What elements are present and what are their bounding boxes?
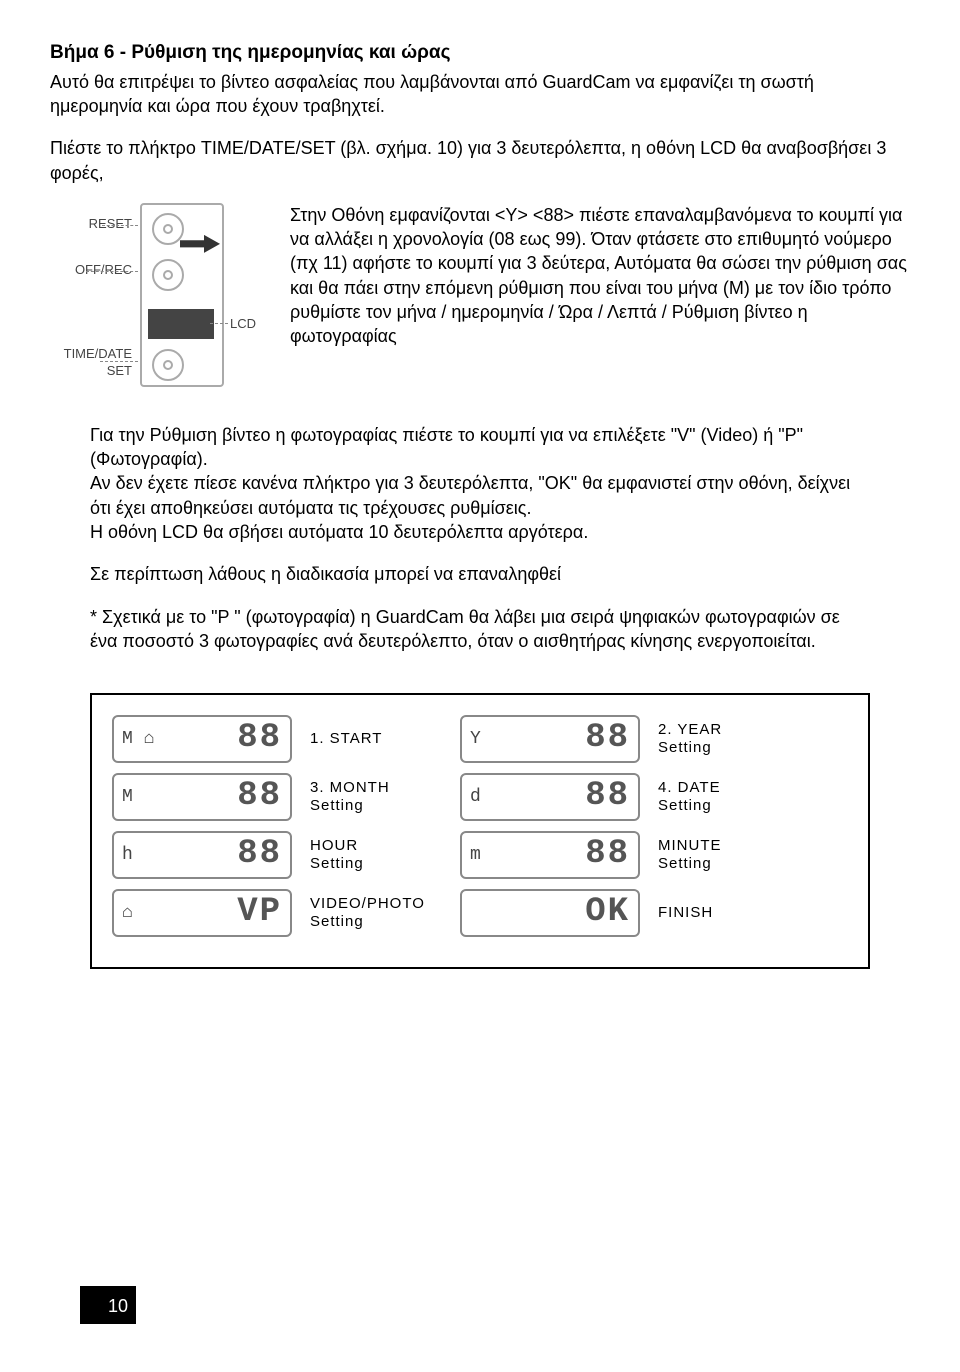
lcd-segment-value: VP [237,890,282,936]
intro-text: Αυτό θα επιτρέψει το βίντεο ασφαλείας πο… [50,70,910,119]
lcd-cell: OK [460,889,650,937]
lcd-cell: Y 88 [460,715,650,763]
label-offrec: OFF/REC [75,261,132,279]
lcd-cell: ⌂ VP [112,889,302,937]
lcd-display-icon: OK [460,889,640,937]
lcd-segment-value: 88 [585,716,630,762]
lcd-step-label: VIDEO/PHOTO Setting [302,895,460,931]
lcd-display-icon: M 88 [112,773,292,821]
instruction-text: Πιέστε το πλήκτρο TIME/DATE/SET (βλ. σχή… [50,136,910,185]
lcd-display-icon: ⌂ VP [112,889,292,937]
lcd-cell: d 88 [460,773,650,821]
lcd-display-icon: Y 88 [460,715,640,763]
lcd-symbol: M ⌂ [122,727,154,751]
lcd-step-label: HOUR Setting [302,837,460,873]
lcd-step-label: 3. MONTH Setting [302,779,460,815]
lcd-row: M ⌂ 88 1. START Y 88 2. YEAR Setting [112,715,848,763]
device-diagram: RESET OFF/REC TIME/DATE SET LCD [50,203,270,393]
paragraph-vp: Για την Ρύθμιση βίντεο η φωτογραφίας πιέ… [90,423,870,472]
lcd-steps-table: M ⌂ 88 1. START Y 88 2. YEAR Setting M 88 3. MON… [90,693,870,969]
lcd-step-label: MINUTE Setting [650,837,808,873]
paragraph-repeat: Σε περίπτωση λάθους η διαδικασία μπορεί … [90,562,870,586]
lcd-cell: m 88 [460,831,650,879]
lcd-segment-value: 88 [237,716,282,762]
lcd-step-label: 1. START [302,730,460,748]
offrec-button-icon [152,259,184,291]
lcd-symbol: d [470,785,481,809]
lcd-slot-icon [148,309,214,339]
page-number: 10 [80,1286,136,1324]
lcd-cell: h 88 [112,831,302,879]
device-panel [140,203,224,387]
lcd-step-label: 4. DATE Setting [650,779,808,815]
paragraph-ok: Αν δεν έχετε πίεσε κανένα πλήκτρο για 3 … [90,471,870,520]
label-reset: RESET [89,215,132,233]
lcd-symbol: h [122,843,133,867]
lcd-symbol: Y [470,727,481,751]
lcd-display-icon: d 88 [460,773,640,821]
lcd-display-icon: m 88 [460,831,640,879]
side-paragraph: Στην Οθόνη εμφανίζονται <Y> <88> πιέστε … [290,203,910,349]
lcd-segment-value: 88 [585,832,630,878]
lcd-display-icon: h 88 [112,831,292,879]
lcd-step-label: 2. YEAR Setting [650,721,808,757]
label-lcd: LCD [230,315,256,333]
step-title: Βήμα 6 - Ρύθμιση της ημερομηνίας και ώρα… [50,40,910,66]
lcd-symbol: ⌂ [122,901,133,925]
lcd-cell: M 88 [112,773,302,821]
lcd-segment-value: 88 [237,774,282,820]
lcd-symbol: M [122,785,133,809]
paragraph-lcd-off: Η οθόνη LCD θα σβήσει αυτόματα 10 δευτερ… [90,520,870,544]
lcd-row: h 88 HOUR Setting m 88 MINUTE Setting [112,831,848,879]
label-timedateset: TIME/DATE SET [64,345,132,380]
lcd-segment-value: 88 [237,832,282,878]
lcd-cell: M ⌂ 88 [112,715,302,763]
paragraph-photo-note: * Σχετικά με το "P " (φωτογραφία) η Guar… [90,605,870,654]
lcd-step-label: FINISH [650,904,808,922]
timedateset-button-icon [152,349,184,381]
lcd-symbol: m [470,843,481,867]
lcd-display-icon: M ⌂ 88 [112,715,292,763]
reset-button-icon [152,213,184,245]
lcd-row: M 88 3. MONTH Setting d 88 4. DATE Setting [112,773,848,821]
lcd-row: ⌂ VP VIDEO/PHOTO Setting OK FINISH [112,889,848,937]
lcd-segment-value: 88 [585,774,630,820]
arrow-icon [180,235,220,253]
lcd-segment-value: OK [585,890,630,936]
